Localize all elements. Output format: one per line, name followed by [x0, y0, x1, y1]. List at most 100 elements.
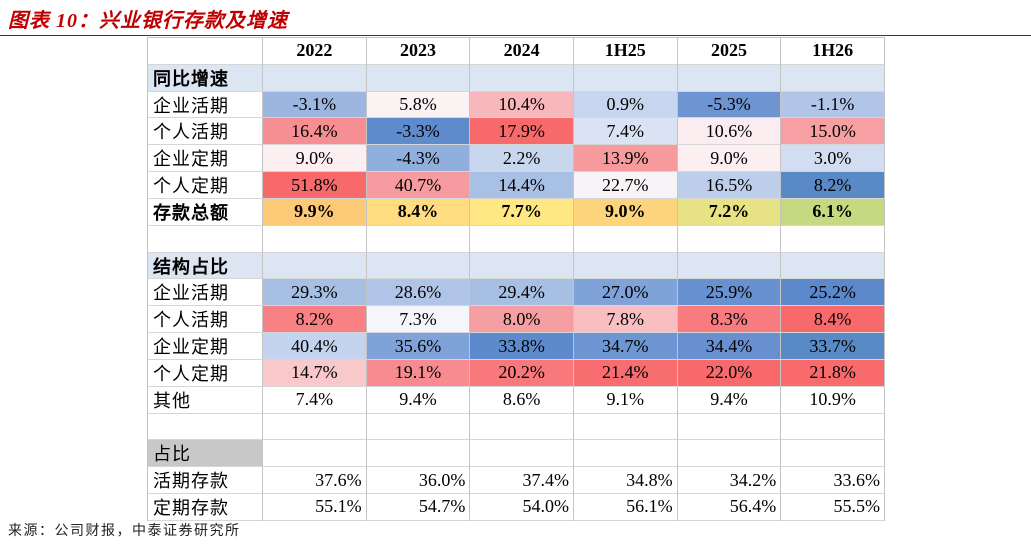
yoy-growth-personal-demand-label: 个人活期 — [148, 118, 263, 146]
yoy-growth-section-header-blank-2024 — [470, 64, 574, 92]
deposit-mix-section-header-blank-2025 — [677, 252, 782, 280]
yoy-growth-personal-time-label: 个人定期 — [148, 172, 263, 199]
deposit-share-time-deposits-1h26-cell: 55.5% — [781, 494, 885, 521]
deposit-share-time-deposits-1h25-cell: 56.1% — [573, 494, 678, 521]
deposit-share-spacer-cell-1h25 — [573, 413, 678, 441]
yoy-growth-personal-time-2024-cell: 14.4% — [470, 172, 574, 199]
yoy-growth-personal-demand-2024-cell: 17.9% — [470, 118, 574, 146]
deposit-share-time-deposits-2024-cell: 54.0% — [470, 494, 574, 521]
deposit-mix-personal-time-label: 个人定期 — [148, 359, 263, 387]
deposit-mix-corporate-demand-2024-cell: 29.4% — [470, 279, 574, 307]
yoy-growth-total-deposits-1h25-cell: 9.0% — [573, 198, 678, 226]
deposit-mix-section-header-blank-1h26 — [781, 252, 885, 280]
deposit-mix-personal-time-1h25-cell: 21.4% — [573, 359, 678, 387]
deposit-mix-corporate-time-2022-cell: 40.4% — [263, 333, 367, 360]
deposit-share-demand-deposits-2024-cell: 37.4% — [470, 467, 574, 495]
deposit-share-demand-deposits-2025-cell: 34.2% — [677, 467, 782, 495]
yoy-growth-personal-demand-2022-cell: 16.4% — [263, 118, 367, 146]
yoy-growth-total-deposits-1h26-cell: 6.1% — [781, 198, 885, 226]
deposit-share-demand-deposits-2023-cell: 36.0% — [366, 467, 471, 495]
deposit-mix-personal-time-1h26-cell: 21.8% — [781, 359, 885, 387]
deposit-share-section-header-blank-2025 — [677, 440, 782, 468]
deposit-mix-corporate-time-label: 企业定期 — [148, 333, 263, 360]
deposit-mix-personal-time-2023-cell: 19.1% — [366, 359, 471, 387]
deposit-share-demand-deposits-label: 活期存款 — [148, 467, 263, 495]
yoy-growth-corporate-demand-2023-cell: 5.8% — [366, 91, 471, 119]
deposit-share-section-header-blank-1h25 — [573, 440, 678, 468]
deposit-table: 2022 2023 2024 1H25 2025 1H26 同比增速 企业活期 -3.1% 5.8… — [147, 37, 885, 521]
yoy-growth-corporate-demand-label: 企业活期 — [148, 91, 263, 119]
deposit-share-demand-deposits-1h26-cell: 33.6% — [781, 467, 885, 495]
deposit-mix-other-2023-cell: 9.4% — [366, 386, 471, 414]
yoy-growth-personal-time-2023-cell: 40.7% — [366, 172, 471, 199]
column-header-1h25: 1H25 — [573, 38, 678, 65]
deposit-mix-other-2022-cell: 7.4% — [263, 386, 367, 414]
yoy-growth-total-deposits-2025-cell: 7.2% — [677, 198, 782, 226]
deposit-mix-other-1h26-cell: 10.9% — [781, 386, 885, 414]
deposit-share-demand-deposits-2022-cell: 37.6% — [263, 467, 367, 495]
deposit-share-spacer-cell-2024 — [470, 413, 574, 441]
deposit-mix-spacer-cell-1h25 — [573, 225, 678, 253]
deposit-mix-personal-time-2024-cell: 20.2% — [470, 359, 574, 387]
column-header-2024: 2024 — [470, 38, 574, 65]
yoy-growth-corporate-demand-2024-cell: 10.4% — [470, 91, 574, 119]
yoy-growth-section-header-blank-2022 — [263, 64, 367, 92]
yoy-growth-corporate-demand-1h26-cell: -1.1% — [781, 91, 885, 119]
deposit-share-section-header-blank-2023 — [366, 440, 471, 468]
deposit-share-time-deposits-2025-cell: 56.4% — [677, 494, 782, 521]
deposit-mix-section-header-blank-1h25 — [573, 252, 678, 280]
yoy-growth-personal-demand-2025-cell: 10.6% — [677, 118, 782, 146]
deposit-share-demand-deposits-1h25-cell: 34.8% — [573, 467, 678, 495]
column-header-2025: 2025 — [677, 38, 782, 65]
deposit-mix-corporate-time-1h26-cell: 33.7% — [781, 333, 885, 360]
yoy-growth-personal-time-1h26-cell: 8.2% — [781, 172, 885, 199]
yoy-growth-total-deposits-2024-cell: 7.7% — [470, 198, 574, 226]
source-note: 来源：公司财报，中泰证券研究所 — [8, 524, 241, 539]
deposit-mix-spacer-label-cell — [148, 225, 263, 253]
deposit-mix-corporate-demand-2022-cell: 29.3% — [263, 279, 367, 307]
yoy-growth-corporate-demand-2022-cell: -3.1% — [263, 91, 367, 119]
yoy-growth-corporate-time-label: 企业定期 — [148, 145, 263, 173]
deposit-mix-spacer-cell-2025 — [677, 225, 782, 253]
deposit-mix-personal-demand-1h25-cell: 7.8% — [573, 306, 678, 334]
yoy-growth-total-deposits-2023-cell: 8.4% — [366, 198, 471, 226]
deposit-share-section-header-blank-1h26 — [781, 440, 885, 468]
deposit-mix-corporate-time-1h25-cell: 34.7% — [573, 333, 678, 360]
deposit-mix-spacer-cell-2024 — [470, 225, 574, 253]
deposit-share-section-header-blank-2022 — [263, 440, 367, 468]
deposit-mix-corporate-demand-label: 企业活期 — [148, 279, 263, 307]
deposit-mix-corporate-demand-2025-cell: 25.9% — [677, 279, 782, 307]
deposit-share-spacer-cell-1h26 — [781, 413, 885, 441]
deposit-share-section-header: 占比 — [148, 440, 263, 468]
deposit-share-time-deposits-2022-cell: 55.1% — [263, 494, 367, 521]
yoy-growth-corporate-time-2023-cell: -4.3% — [366, 145, 471, 173]
yoy-growth-corporate-time-2022-cell: 9.0% — [263, 145, 367, 173]
deposit-share-spacer-label-cell — [148, 413, 263, 441]
deposit-share-spacer-cell-2025 — [677, 413, 782, 441]
deposit-mix-personal-demand-label: 个人活期 — [148, 306, 263, 334]
yoy-growth-corporate-demand-1h25-cell: 0.9% — [573, 91, 678, 119]
deposit-share-spacer-cell-2022 — [263, 413, 367, 441]
yoy-growth-personal-time-2022-cell: 51.8% — [263, 172, 367, 199]
column-header-2023: 2023 — [366, 38, 471, 65]
deposit-mix-personal-demand-2022-cell: 8.2% — [263, 306, 367, 334]
column-header-1h26: 1H26 — [781, 38, 885, 65]
deposit-mix-section-header-blank-2022 — [263, 252, 367, 280]
deposit-mix-corporate-demand-1h25-cell: 27.0% — [573, 279, 678, 307]
yoy-growth-corporate-time-1h25-cell: 13.9% — [573, 145, 678, 173]
deposit-mix-personal-demand-2023-cell: 7.3% — [366, 306, 471, 334]
yoy-growth-total-deposits-2022-cell: 9.9% — [263, 198, 367, 226]
yoy-growth-personal-demand-1h25-cell: 7.4% — [573, 118, 678, 146]
deposit-mix-personal-time-2025-cell: 22.0% — [677, 359, 782, 387]
yoy-growth-section-header-blank-2023 — [366, 64, 471, 92]
yoy-growth-corporate-demand-2025-cell: -5.3% — [677, 91, 782, 119]
deposit-mix-corporate-demand-1h26-cell: 25.2% — [781, 279, 885, 307]
deposit-mix-other-2025-cell: 9.4% — [677, 386, 782, 414]
header-corner-cell — [148, 38, 263, 65]
yoy-growth-personal-demand-2023-cell: -3.3% — [366, 118, 471, 146]
column-header-2022: 2022 — [263, 38, 367, 65]
deposit-mix-section-header-blank-2023 — [366, 252, 471, 280]
yoy-growth-personal-time-2025-cell: 16.5% — [677, 172, 782, 199]
deposit-share-time-deposits-2023-cell: 54.7% — [366, 494, 471, 521]
yoy-growth-corporate-time-2024-cell: 2.2% — [470, 145, 574, 173]
